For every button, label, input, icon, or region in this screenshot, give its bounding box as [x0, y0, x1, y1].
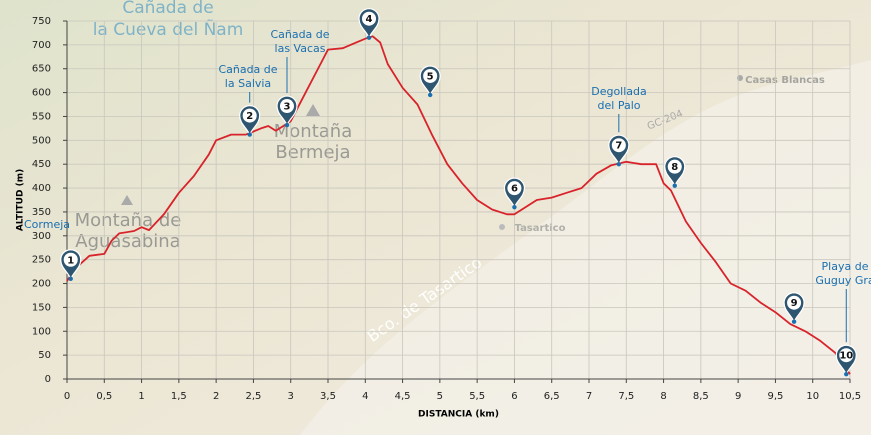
pin-tip: [512, 205, 516, 209]
waypoint-label: 8: [671, 162, 678, 173]
y-tick-label: 50: [38, 350, 51, 361]
y-tick-label: 350: [32, 207, 51, 218]
waypoint-label: 9: [791, 298, 798, 309]
x-axis-label: DISTANCIA (km): [418, 410, 499, 420]
x-tick-label: 6: [511, 391, 517, 402]
y-tick-label: 100: [32, 326, 51, 337]
chart: Cañada dela Cueva del ÑamMontañaBermejaM…: [0, 0, 871, 435]
y-tick-label: 650: [32, 64, 51, 75]
pin-tip: [367, 36, 371, 40]
y-tick-label: 450: [32, 159, 51, 170]
x-tick-label: 3,5: [320, 391, 336, 402]
waypoint-label: 5: [427, 71, 434, 82]
y-tick-label: 250: [32, 255, 51, 266]
x-tick-label: 3: [288, 391, 294, 402]
annotation: Cormeja: [24, 218, 70, 231]
waypoint-label: 7: [615, 141, 622, 152]
waypoint-label: 2: [246, 111, 253, 122]
x-tick-label: 4,5: [395, 391, 411, 402]
pin-tip: [617, 162, 621, 166]
waypoint-label: 4: [366, 14, 373, 25]
pin-tip: [673, 183, 677, 187]
y-tick-label: 700: [32, 40, 51, 51]
pin-tip: [248, 132, 252, 136]
map-label: Cañada de: [122, 0, 213, 18]
x-tick-label: 6,5: [544, 391, 560, 402]
x-tick-label: 4: [362, 391, 368, 402]
x-tick-label: 10,5: [839, 391, 861, 402]
waypoint-label: 6: [511, 184, 518, 195]
x-tick-label: 0,5: [96, 391, 112, 402]
x-tick-label: 5,5: [469, 391, 485, 402]
annotation: Degollada: [591, 85, 647, 98]
annotation: del Palo: [598, 99, 641, 112]
x-tick-label: 1,5: [171, 391, 187, 402]
waypoint-label: 10: [839, 351, 853, 362]
y-tick-label: 300: [32, 231, 51, 242]
y-tick-label: 550: [32, 111, 51, 122]
waypoint-label: 3: [284, 102, 291, 113]
x-tick-label: 2: [213, 391, 219, 402]
annotation: Playa de: [822, 260, 869, 273]
x-tick-label: 9: [735, 391, 741, 402]
y-tick-label: 0: [45, 374, 51, 385]
y-tick-label: 500: [32, 135, 51, 146]
pin-tip: [844, 372, 848, 376]
town-icon: [499, 224, 505, 230]
x-tick-label: 1: [138, 391, 144, 402]
pin-tip: [69, 277, 73, 281]
y-tick-label: 750: [32, 16, 51, 27]
x-tick-label: 8,5: [693, 391, 709, 402]
x-tick-label: 7: [586, 391, 592, 402]
x-tick-label: 9,5: [767, 391, 783, 402]
map-label: Bermeja: [275, 142, 350, 163]
annotation: la Salvia: [225, 77, 271, 90]
map-label: Tasartico: [515, 223, 566, 234]
y-tick-label: 600: [32, 88, 51, 99]
y-tick-label: 400: [32, 183, 51, 194]
x-tick-label: 5: [437, 391, 443, 402]
pin-tip: [428, 93, 432, 97]
x-tick-label: 2,5: [245, 391, 261, 402]
y-tick-label: 150: [32, 302, 51, 313]
annotation: Cañada de: [218, 63, 277, 76]
x-tick-label: 10: [806, 391, 819, 402]
y-tick-label: 200: [32, 279, 51, 290]
map-label: Aguasabina: [75, 231, 180, 252]
pin-tip: [285, 123, 289, 127]
annotation: Guguy Gra: [815, 274, 871, 287]
x-tick-label: 7,5: [618, 391, 634, 402]
pin-tip: [792, 320, 796, 324]
annotation: las Vacas: [275, 42, 326, 55]
annotation: Cañada de: [270, 28, 329, 41]
x-tick-label: 8: [660, 391, 666, 402]
x-tick-label: 0: [64, 391, 70, 402]
waypoint-label: 1: [67, 255, 74, 266]
